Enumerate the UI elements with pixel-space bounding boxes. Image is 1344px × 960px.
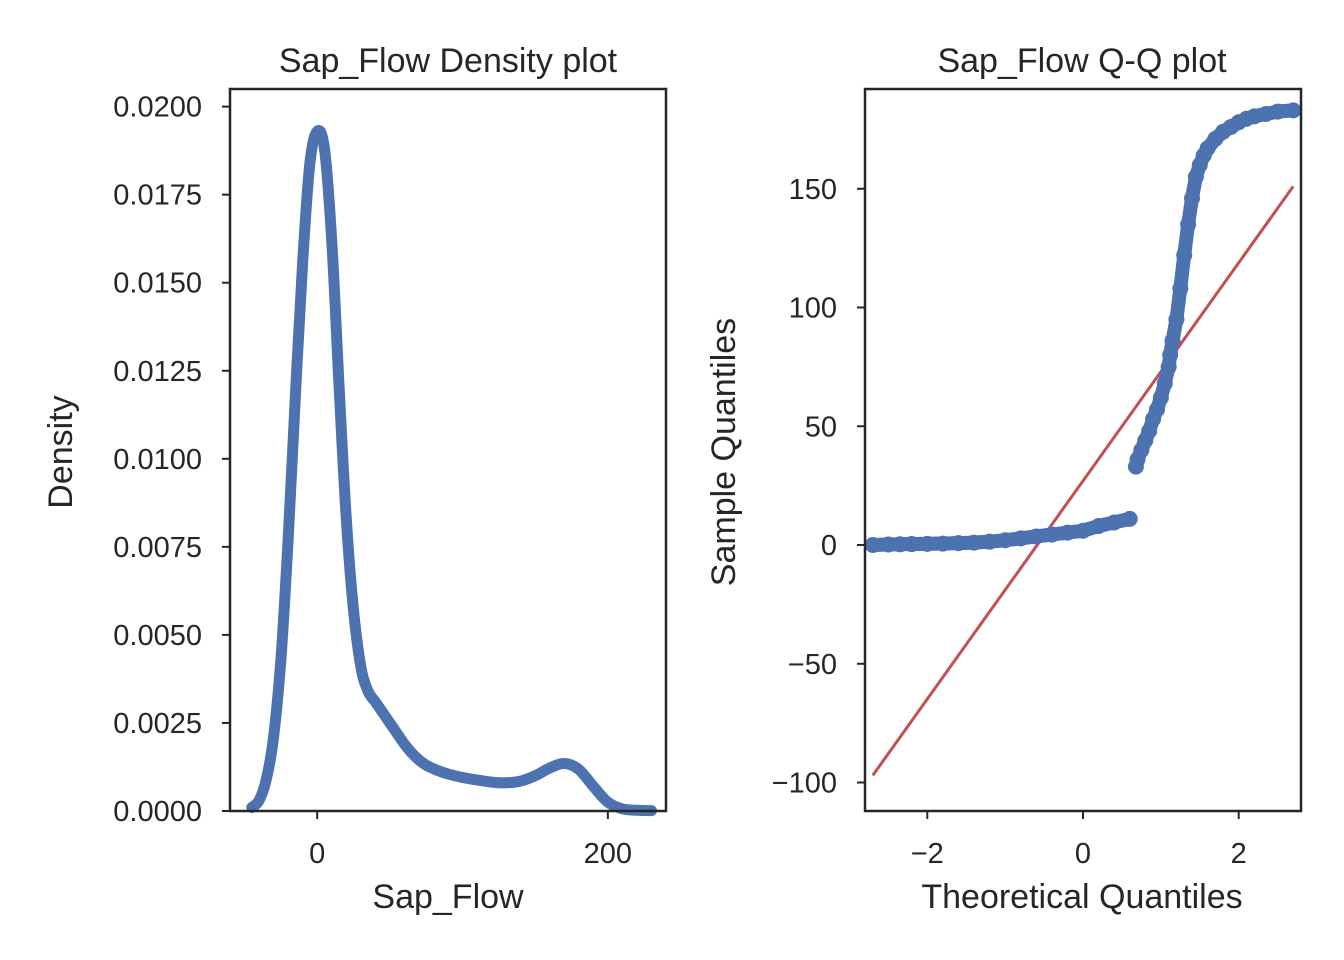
density-x-tick-label: 0 — [309, 838, 325, 870]
qq-y-tick-label: 50 — [805, 411, 837, 443]
qq-point — [1285, 102, 1302, 119]
density-y-tick-label: 0.0125 — [113, 356, 202, 388]
qq-x-tick-label: 0 — [1075, 838, 1091, 870]
density-y-axis-label: Density — [42, 395, 80, 508]
qq-plot-title: Sap_Flow Q-Q plot — [937, 42, 1227, 80]
qq-y-tick-label: 100 — [789, 293, 837, 325]
density-plot: Sap_Flow Density plot 0.0000 0.0025 0.0050… — [42, 42, 668, 916]
qq-x-ticks: −2 0 2 — [911, 811, 1247, 870]
density-plot-frame — [228, 87, 668, 813]
qq-x-tick-label: 2 — [1231, 838, 1247, 870]
density-plot-title: Sap_Flow Density plot — [279, 42, 618, 80]
qq-y-tick-label: 0 — [821, 530, 837, 562]
qq-point — [1121, 510, 1138, 527]
qq-y-tick-label: 150 — [789, 174, 837, 206]
density-y-tick-label: 0.0000 — [113, 796, 202, 828]
density-y-tick-label: 0.0200 — [113, 92, 202, 124]
qq-reference-line — [871, 185, 1295, 777]
density-y-tick-label: 0.0150 — [113, 268, 202, 300]
density-y-tick-label: 0.0100 — [113, 444, 202, 476]
density-y-tick-label: 0.0175 — [113, 180, 202, 212]
qq-y-tick-label: −100 — [772, 768, 837, 800]
density-y-ticks: 0.0000 0.0025 0.0050 0.0075 0.0100 0.0125 0.01… — [113, 92, 230, 828]
density-y-tick-label: 0.0025 — [113, 708, 202, 740]
qq-x-axis-label: Theoretical Quantiles — [921, 878, 1242, 916]
density-x-ticks: 0 200 — [309, 811, 632, 870]
density-y-tick-label: 0.0075 — [113, 532, 202, 564]
density-x-tick-label: 200 — [584, 838, 632, 870]
density-y-tick-label: 0.0050 — [113, 620, 202, 652]
density-curve — [246, 124, 657, 817]
density-x-axis-label: Sap_Flow — [372, 878, 524, 916]
qq-y-tick-label: −50 — [788, 649, 837, 681]
qq-plot-frame — [863, 87, 1303, 813]
qq-y-axis-label: Sample Quantiles — [705, 318, 743, 586]
qq-y-ticks: −100 −50 0 50 100 150 — [772, 174, 865, 800]
qq-x-tick-label: −2 — [911, 838, 944, 870]
qq-points — [864, 102, 1302, 553]
